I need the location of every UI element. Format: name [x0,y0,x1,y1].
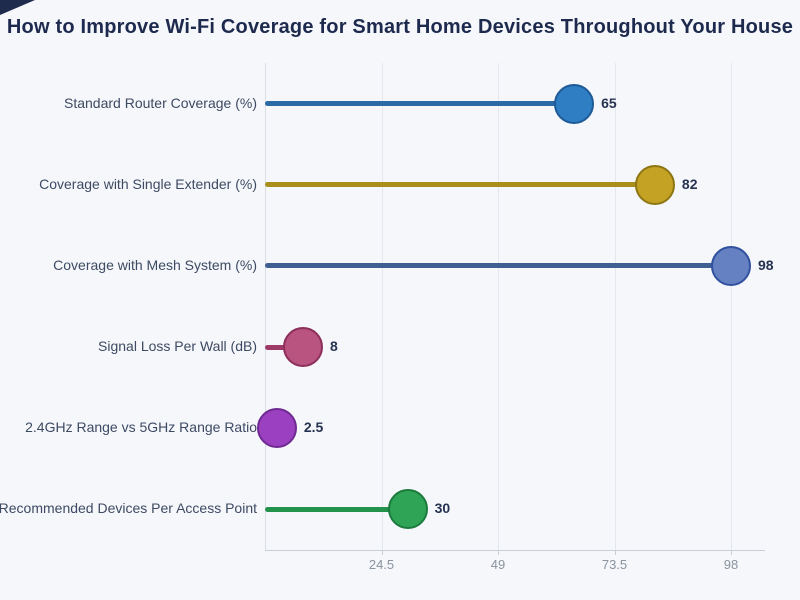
value-label: 98 [758,256,774,273]
chart-title: How to Improve Wi-Fi Coverage for Smart … [6,16,794,38]
value-label: 30 [434,500,451,517]
category-label: Standard Router Coverage (%) [64,94,257,111]
value-label: 65 [601,94,617,111]
gridline-vertical [731,63,732,550]
x-tick-label: 24.5 [368,557,395,572]
y-axis-line [265,63,266,550]
category-label: Coverage with Mesh System (%) [53,256,257,273]
x-axis-tick [614,550,616,555]
value-label: 8 [330,338,338,355]
x-axis-line [265,550,765,551]
lollipop-marker [256,408,297,449]
lollipop-marker [554,83,595,124]
x-axis-tick [381,550,383,555]
x-axis-tick [498,550,499,555]
category-label: Coverage with Single Extender (%) [39,175,257,192]
category-label: Recommended Devices Per Access Point [0,500,257,517]
gridline-vertical [381,63,383,550]
lollipop-stem [265,506,408,512]
lollipop-marker [283,327,324,368]
lollipop-stem [265,101,575,107]
gridline-vertical [498,63,499,550]
lollipop-marker [711,245,751,286]
lollipop-marker [634,164,675,205]
lollipop-marker [387,489,428,530]
lollipop-stem [265,263,731,269]
category-label: Signal Loss Per Wall (dB) [98,338,257,355]
x-tick-label: 49 [490,557,506,572]
gridline-vertical [614,63,616,550]
value-label: 2.5 [303,419,324,436]
x-tick-label: 73.5 [601,557,628,572]
x-tick-label: 98 [723,557,739,572]
x-axis-tick [731,550,732,555]
value-label: 82 [681,175,698,192]
category-label: 2.4GHz Range vs 5GHz Range Ratio [25,419,257,436]
lollipop-stem [265,182,655,188]
corner-mark [0,0,35,15]
